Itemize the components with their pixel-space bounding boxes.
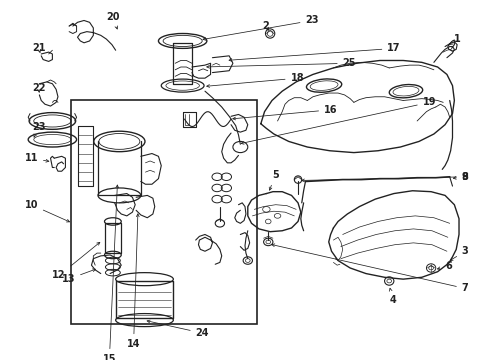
Text: 25: 25 — [207, 58, 356, 68]
Text: 6: 6 — [438, 261, 452, 271]
Text: 3: 3 — [450, 246, 468, 261]
Text: 24: 24 — [147, 320, 209, 338]
Text: 1: 1 — [449, 34, 461, 45]
Text: 19: 19 — [241, 97, 436, 144]
Bar — [71, 100, 257, 324]
Text: 21: 21 — [32, 44, 46, 53]
Text: 15: 15 — [102, 185, 119, 360]
Text: 7: 7 — [272, 244, 468, 293]
Text: 2: 2 — [263, 21, 270, 31]
Text: 13: 13 — [62, 269, 96, 284]
Text: 18: 18 — [207, 73, 304, 87]
Text: 10: 10 — [24, 200, 70, 222]
Text: 17: 17 — [229, 44, 401, 62]
Text: 8: 8 — [453, 172, 468, 182]
Text: 11: 11 — [24, 153, 49, 163]
Text: 16: 16 — [233, 105, 338, 120]
Text: 22: 22 — [32, 84, 46, 93]
Text: 23: 23 — [203, 15, 319, 40]
Text: 5: 5 — [269, 170, 279, 190]
Text: 12: 12 — [52, 242, 100, 280]
Text: 14: 14 — [127, 214, 140, 349]
Text: 20: 20 — [106, 12, 120, 29]
Text: 23: 23 — [32, 122, 46, 137]
Text: 4: 4 — [389, 288, 396, 305]
Text: 9: 9 — [302, 172, 468, 182]
